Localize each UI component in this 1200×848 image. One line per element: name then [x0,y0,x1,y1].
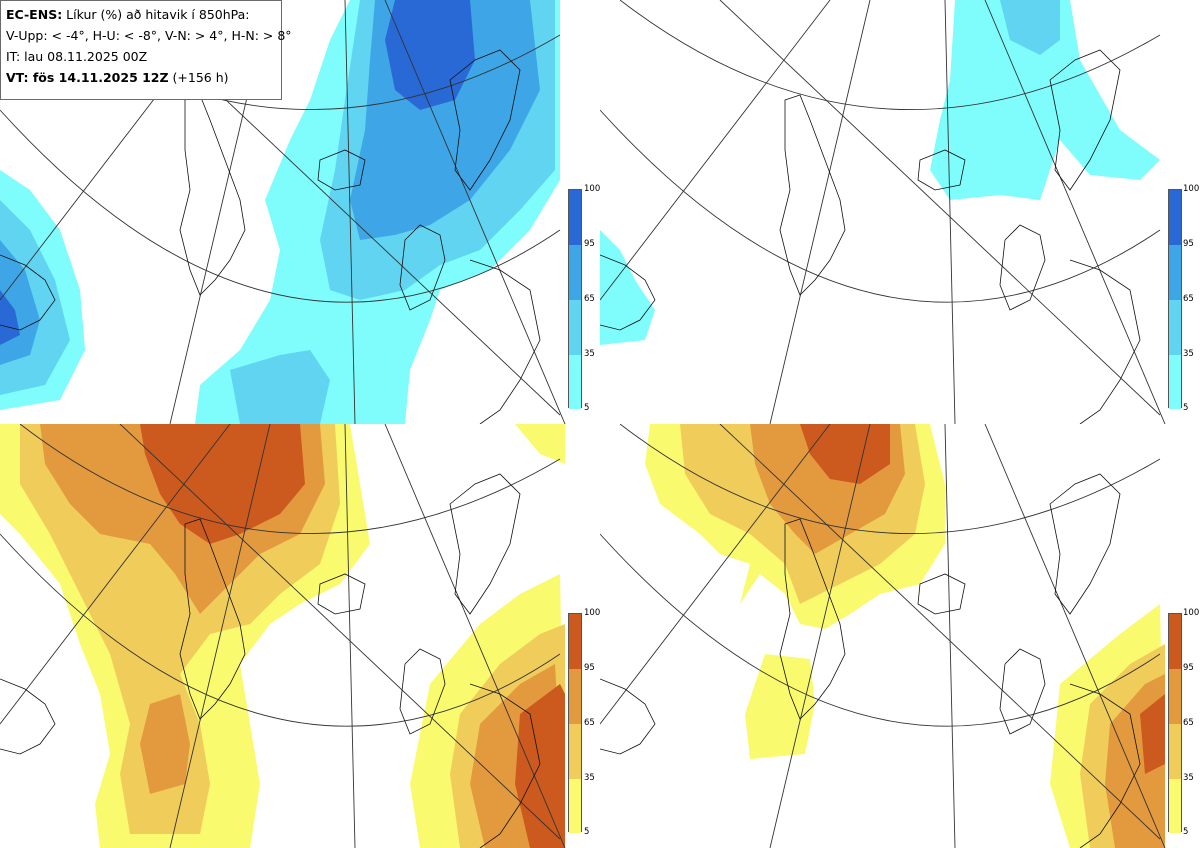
title-text: Líkur (%) að hitavik í 850hPa: [62,7,250,22]
prob-field-95b [1140,694,1165,774]
map-cold-4 [0,0,566,424]
prob-field-5b [745,654,815,759]
coastlines [0,49,541,424]
cb-seg-65 [569,245,581,300]
cb-label-65: 65 [1183,718,1194,728]
cb-label-100: 100 [584,184,601,194]
colorbar-warm-left [568,613,582,833]
title-line: EC-ENS: Líkur (%) að hitavik í 850hPa: [6,4,276,25]
colorbar-warm-right [1168,613,1182,833]
cb-seg-5 [1169,779,1181,833]
cb-label-35: 35 [584,773,595,783]
valid-time-line: VT: fös 14.11.2025 12Z (+156 h) [6,67,276,88]
cb-label-100: 100 [1183,608,1200,618]
title-box: EC-ENS: Líkur (%) að hitavik í 850hPa: V… [0,0,292,100]
coastlines [0,473,541,848]
cb-label-5: 5 [584,827,590,837]
map-panel-cold-8 [600,0,1166,424]
colorbar-cold-left [568,189,582,409]
graticule [600,0,1166,424]
cb-seg-5 [1169,355,1181,409]
prob-field-35b [230,350,330,424]
cb-seg-35 [569,300,581,355]
map-panel-warm-8 [600,424,1166,848]
cb-label-95: 95 [584,239,595,249]
prob-field-95b [515,684,565,848]
cb-seg-5 [569,779,581,833]
graticule [600,424,1166,848]
cb-label-5: 5 [1183,403,1189,413]
prob-field-35 [1000,0,1060,55]
prob-field-5b [600,230,655,345]
cb-seg-35 [1169,300,1181,355]
cb-seg-35 [569,724,581,779]
valid-time: VT: fös 14.11.2025 12Z [6,70,169,85]
cb-label-95: 95 [1183,663,1194,673]
thresholds-line: V-Upp: < -4°, H-U: < -8°, V-N: > 4°, H-N… [6,28,292,43]
cb-label-65: 65 [584,718,595,728]
initial-time: IT: lau 08.11.2025 00Z [6,49,148,64]
cb-label-100: 100 [584,608,601,618]
prob-field-95 [385,0,475,110]
cb-seg-65 [569,669,581,724]
map-panel-warm-4 [0,424,566,848]
colorbar-cold-right [1168,189,1182,409]
prob-field-5 [930,0,1160,200]
cb-label-100: 100 [1183,184,1200,194]
cb-label-95: 95 [584,663,595,673]
cb-seg-35 [1169,724,1181,779]
cb-label-65: 65 [584,294,595,304]
cb-seg-95 [1169,614,1181,669]
cb-seg-65 [1169,245,1181,300]
map-warm-8 [600,424,1166,848]
cb-label-65: 65 [1183,294,1194,304]
cb-label-35: 35 [584,349,595,359]
graticule [0,424,566,848]
cb-seg-65 [1169,669,1181,724]
cb-label-35: 35 [1183,349,1194,359]
prob-field-5c [515,424,565,464]
cb-seg-95 [569,614,581,669]
prob-field-95 [800,424,890,484]
cb-label-95: 95 [1183,239,1194,249]
cb-label-35: 35 [1183,773,1194,783]
prob-field-65b [140,694,190,794]
cb-seg-5 [569,355,581,409]
cb-seg-95 [1169,190,1181,245]
prob-field-95 [140,424,305,544]
map-panel-cold-4: EC-ENS: Líkur (%) að hitavik í 850hPa: V… [0,0,566,424]
coastlines [600,473,1141,848]
cb-label-5: 5 [584,403,590,413]
map-warm-4 [0,424,566,848]
map-cold-8 [600,0,1166,424]
title-label: EC-ENS: [6,7,63,22]
cb-seg-95 [569,190,581,245]
lead-time: (+156 h) [168,70,229,85]
cb-label-5: 5 [1183,827,1189,837]
prob-field-95b [0,290,20,345]
coastlines [600,49,1141,424]
